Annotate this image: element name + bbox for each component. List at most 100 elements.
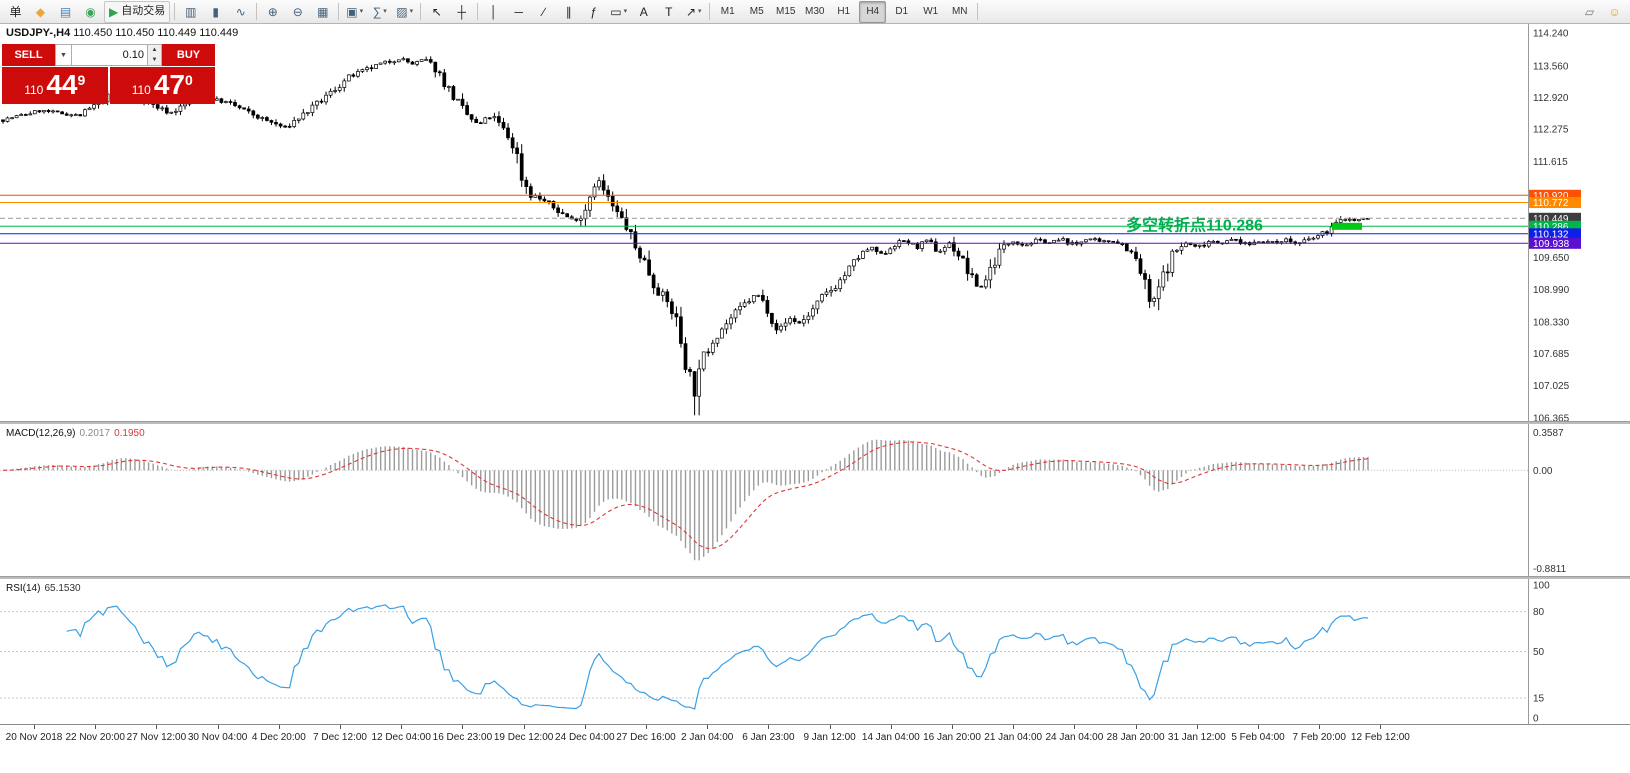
price-chart[interactable]: 114.240 113.560 112.920 112.275 111.615 109.6… <box>0 24 1630 421</box>
time-tick <box>1319 725 1321 729</box>
time-tick <box>278 725 280 729</box>
svg-text:0: 0 <box>1533 714 1539 725</box>
favorites-button[interactable]: ◆ <box>29 1 52 23</box>
horizontal-line-icon: ─ <box>514 4 523 19</box>
zoom-in-button[interactable]: ⊕ <box>261 1 284 23</box>
shapes-button[interactable]: ▭ ▾ <box>607 1 630 23</box>
timeframe-d1-button-label: D1 <box>895 5 909 17</box>
time-label: 22 Nov 20:00 <box>65 732 125 743</box>
text-label-icon: T <box>665 4 673 19</box>
text-button[interactable]: A <box>632 1 655 23</box>
annotation: 多空转折点110.286 <box>1126 215 1362 234</box>
trendline-button[interactable]: ∕ <box>532 1 555 23</box>
buy-price-pips: 47 <box>153 69 185 100</box>
cursor-button[interactable]: ↖ <box>425 1 448 23</box>
macd-panel[interactable]: 0.3587 0.00 -0.8811 <box>0 424 1630 576</box>
tile-windows-icon: ▦ <box>317 4 329 19</box>
channel-button[interactable]: ∥ <box>557 1 580 23</box>
svg-text:80: 80 <box>1533 607 1545 618</box>
price-scale[interactable]: 114.240 113.560 112.920 112.275 111.615 109.6… <box>1528 24 1570 421</box>
new-order-button[interactable]: 单 <box>4 1 27 23</box>
lot-size-input[interactable]: 0.10 <box>72 44 148 66</box>
text-label-button[interactable]: T <box>657 1 680 23</box>
lot-increase-button[interactable]: ▲ <box>151 47 158 53</box>
svg-text:100: 100 <box>1533 581 1550 592</box>
line-chart-button[interactable]: ∿ <box>229 1 252 23</box>
bar-chart-button[interactable]: ▥ <box>179 1 202 23</box>
time-tick <box>340 725 341 729</box>
panel-splitter[interactable] <box>0 576 1630 579</box>
lot-dropdown-button[interactable]: ▼ <box>55 44 72 66</box>
chevron-down-icon: ▾ <box>383 8 387 15</box>
timeframe-m15-button[interactable]: M15 <box>772 1 799 23</box>
svg-text:0.00: 0.00 <box>1533 466 1553 477</box>
fibonacci-icon: ƒ <box>590 4 598 19</box>
chevron-down-icon: ▾ <box>698 8 702 15</box>
new-chart-button[interactable]: ▣ ▾ <box>343 1 366 23</box>
navigator-button[interactable]: ◉ <box>79 1 102 23</box>
auto-trading-button[interactable]: ▶ 自动交易 <box>104 0 171 23</box>
timeframe-m5-button[interactable]: M5 <box>743 1 770 23</box>
chevron-down-icon: ▾ <box>409 8 414 15</box>
time-tick <box>1135 725 1137 729</box>
svg-text:109.938: 109.938 <box>1533 239 1570 250</box>
svg-text:113.560: 113.560 <box>1533 62 1569 73</box>
time-tick <box>1074 725 1076 729</box>
timeframe-mn-button[interactable]: MN <box>946 1 973 23</box>
time-axis[interactable]: 20 Nov 2018 22 Nov 20:00 27 Nov 12:00 30 No… <box>0 724 1630 748</box>
templates-button[interactable]: ▨ ▾ <box>393 1 416 23</box>
time-label: 5 Feb 04:00 <box>1231 732 1285 743</box>
time-tick <box>952 725 953 729</box>
svg-text:109.650: 109.650 <box>1533 253 1570 264</box>
auto-trading-button-label: 自动交易 <box>121 5 166 17</box>
cursor-icon: ↖ <box>431 4 442 19</box>
svg-text:112.275: 112.275 <box>1533 125 1569 136</box>
timeframe-w1-button[interactable]: W1 <box>917 1 944 23</box>
time-label: 16 Dec 23:00 <box>432 732 493 743</box>
chevron-down-icon: ▼ <box>60 51 67 59</box>
time-tick <box>156 725 158 729</box>
toolbar-separator <box>977 3 979 20</box>
fibonacci-button[interactable]: ƒ <box>582 1 605 23</box>
arrows-button[interactable]: ↗ ▾ <box>682 1 705 23</box>
indicators-button[interactable]: ∑ ▾ <box>368 1 391 23</box>
lot-decrease-button[interactable]: ▼ <box>151 57 158 63</box>
market-watch-icon: ▤ <box>59 4 72 19</box>
timeframe-m1-button-label: M1 <box>720 5 735 17</box>
buy-price-point: 0 <box>185 72 193 88</box>
timeframe-m1-button[interactable]: M1 <box>714 1 741 23</box>
timeframe-d1-button[interactable]: D1 <box>888 1 915 23</box>
timeframe-w1-button-label: W1 <box>923 5 939 17</box>
market-watch-button[interactable]: ▤ <box>54 1 77 23</box>
zoom-out-button[interactable]: ⊖ <box>286 1 309 23</box>
lot-spinner: ▲ ▼ <box>148 44 162 66</box>
buy-button[interactable]: BUY <box>162 44 215 66</box>
rsi-panel[interactable]: 100 80 50 15 0 <box>0 579 1630 724</box>
svg-text:107.685: 107.685 <box>1533 349 1570 360</box>
candlestick-chart-button[interactable]: ▮ <box>204 1 227 23</box>
horizontal-line-button[interactable]: ─ <box>507 1 530 23</box>
sell-price-display[interactable]: 110 44 9 <box>2 67 108 104</box>
sell-button[interactable]: SELL <box>2 44 55 66</box>
toolbar-separator <box>709 3 711 20</box>
timeframe-m15-button-label: M15 <box>776 5 796 17</box>
sell-price-base: 110 <box>24 83 44 97</box>
time-tick <box>1196 725 1198 729</box>
zoom-out-icon: ⊖ <box>292 4 303 19</box>
crosshair-button[interactable]: ┼ <box>450 1 473 23</box>
vertical-line-button[interactable]: │ <box>482 1 505 23</box>
timeframe-h1-button[interactable]: H1 <box>830 1 857 23</box>
time-label: 30 Nov 04:00 <box>187 732 248 743</box>
panel-splitter[interactable] <box>0 421 1630 424</box>
svg-text:110.772: 110.772 <box>1533 198 1569 209</box>
community-button[interactable]: ☺ <box>1603 1 1626 23</box>
timeframe-h4-button[interactable]: H4 <box>859 0 887 23</box>
buy-price-display[interactable]: 110 47 0 <box>109 67 215 104</box>
docs-button[interactable]: ▱ <box>1578 1 1601 23</box>
tile-windows-button[interactable]: ▦ <box>311 1 334 23</box>
time-label: 24 Jan 04:00 <box>1045 732 1104 743</box>
time-label: 7 Feb 20:00 <box>1292 732 1346 743</box>
timeframe-m30-button[interactable]: M30 <box>801 1 828 23</box>
navigator-icon: ◉ <box>85 4 96 19</box>
